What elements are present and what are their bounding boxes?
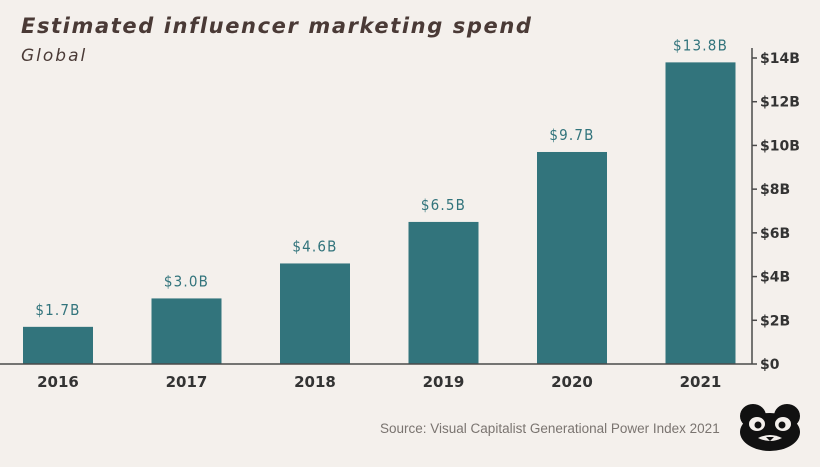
bar-2021 [665,62,736,364]
data-label-2020: $9.7B [549,126,594,144]
x-tick-2020: 2020 [551,373,593,391]
chart-subtitle: Global [21,46,88,66]
y-tick-label-12: $12B [760,95,800,111]
bar-2019 [408,221,479,364]
visual-capitalist-logo-icon [740,404,800,451]
y-tick-label-4: $4B [760,270,790,286]
y-tick-label-2: $2B [760,313,790,329]
bar-2020 [537,151,607,364]
x-tick-2021: 2021 [680,373,722,391]
data-label-2021: $13.8B [673,36,728,54]
data-label-2019: $6.5B [421,196,466,214]
data-label-2017: $3.0B [164,272,209,290]
source-note: Source: Visual Capitalist Generational P… [380,421,720,436]
chart-title: Estimated influencer marketing spend [21,14,533,38]
data-label-2016: $1.7B [35,301,80,319]
x-tick-2017: 2017 [166,373,208,391]
x-tick-2016: 2016 [37,373,79,391]
y-tick-label-0: $0 [760,357,780,373]
x-tick-2018: 2018 [294,373,336,391]
y-tick-label-8: $8B [760,182,790,198]
y-tick-label-14: $14B [760,51,800,67]
y-tick-label-10: $10B [760,138,800,154]
data-label-2018: $4.6B [292,237,337,255]
bar-2018 [280,263,350,364]
bar-2017 [151,298,222,364]
bar-2016 [23,326,93,364]
y-tick-label-6: $6B [760,226,790,242]
x-tick-2019: 2019 [423,373,465,391]
